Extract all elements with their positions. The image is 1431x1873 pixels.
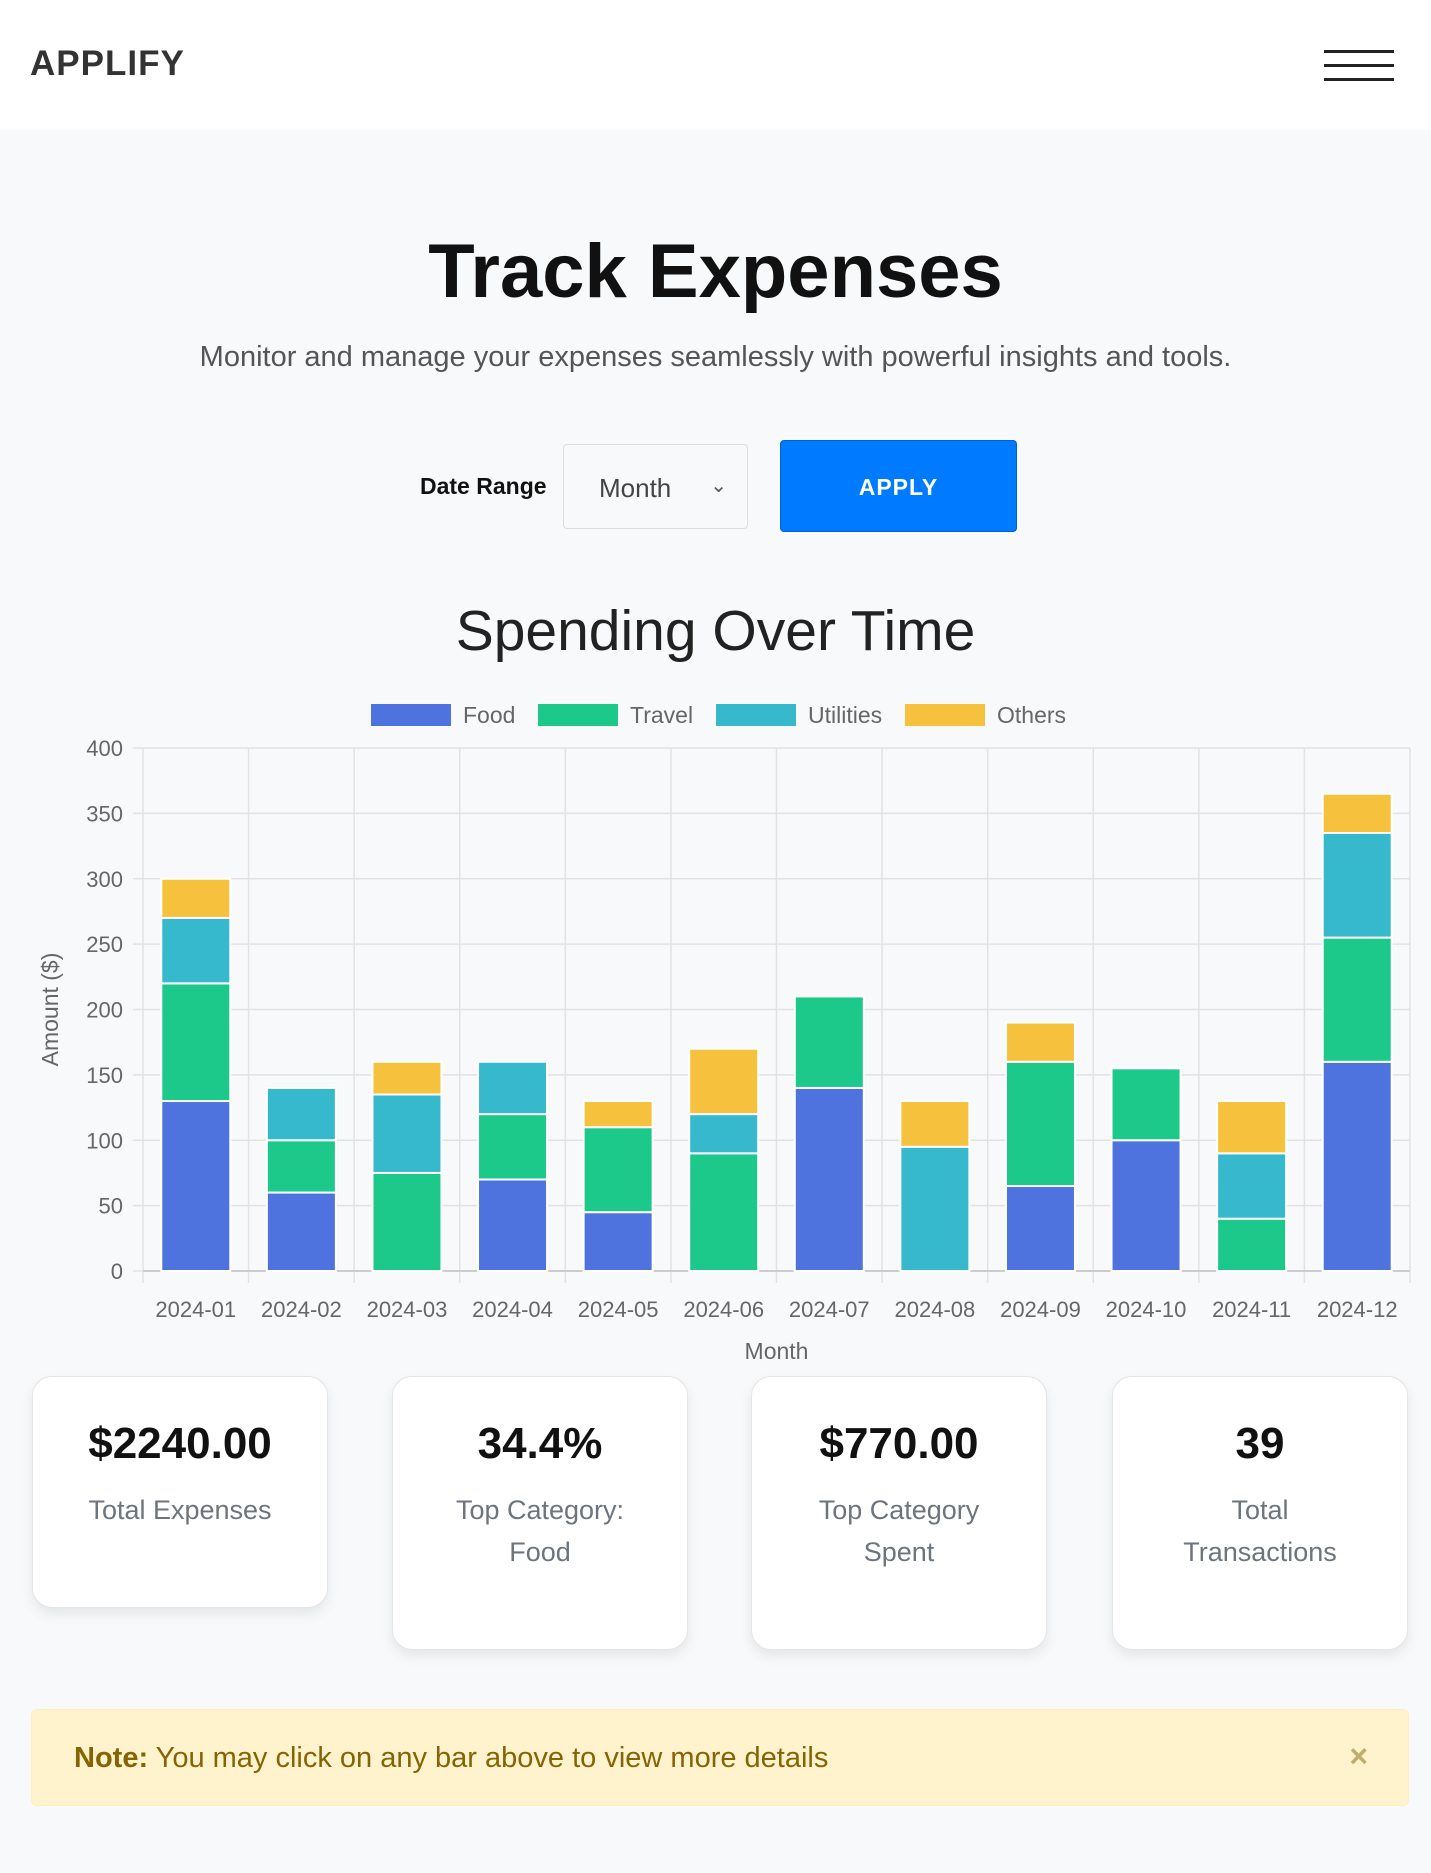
x-tick-label: 2024-12	[1317, 1297, 1398, 1322]
x-tick-label: 2024-04	[472, 1297, 553, 1322]
y-tick-label: 250	[86, 932, 123, 957]
bar-food-2024-01[interactable]	[160, 1100, 232, 1272]
legend-label[interactable]: Others	[997, 702, 1066, 728]
bar-others-2024-05[interactable]	[582, 1100, 654, 1129]
bar-travel-2024-02[interactable]	[265, 1139, 337, 1194]
stat-value: 39	[1235, 1419, 1285, 1468]
stat-value: $770.00	[819, 1419, 979, 1468]
x-axis-title: Month	[745, 1338, 809, 1364]
date-range-select[interactable]: Month ⌄	[563, 444, 748, 529]
y-tick-label: 0	[111, 1259, 123, 1284]
y-tick-label: 100	[86, 1128, 123, 1153]
bar-utilities-2024-03[interactable]	[371, 1093, 443, 1174]
date-range-value: Month	[599, 473, 672, 503]
bar-food-2024-09[interactable]	[1004, 1185, 1076, 1273]
x-tick-label: 2024-08	[895, 1297, 976, 1322]
bar-utilities-2024-08[interactable]	[899, 1145, 971, 1273]
bar-others-2024-01[interactable]	[160, 877, 232, 919]
hamburger-menu-icon[interactable]	[1324, 48, 1394, 82]
y-axis-title: Amount ($)	[37, 953, 63, 1067]
bar-food-2024-02[interactable]	[265, 1191, 337, 1272]
legend-swatch-utilities[interactable]	[716, 704, 796, 726]
bar-utilities-2024-01[interactable]	[160, 916, 232, 985]
bar-food-2024-07[interactable]	[793, 1086, 865, 1273]
header: APPLIFY	[0, 0, 1431, 130]
bar-others-2024-08[interactable]	[899, 1100, 971, 1148]
page-title: Track Expenses	[428, 229, 1003, 314]
y-tick-label: 150	[86, 1063, 123, 1088]
bar-travel-2024-10[interactable]	[1110, 1067, 1182, 1142]
bar-travel-2024-01[interactable]	[160, 982, 232, 1103]
logo[interactable]: APPLIFY	[30, 44, 185, 83]
stat-card: $770.00 Top Category Spent	[751, 1376, 1047, 1650]
x-tick-label: 2024-03	[367, 1297, 448, 1322]
bar-travel-2024-07[interactable]	[793, 995, 865, 1089]
y-tick-label: 350	[86, 801, 123, 826]
legend-swatch-others[interactable]	[905, 704, 985, 726]
legend-swatch-travel[interactable]	[538, 704, 618, 726]
x-tick-label: 2024-05	[578, 1297, 659, 1322]
bar-travel-2024-03[interactable]	[371, 1171, 443, 1272]
stat-card: 34.4% Top Category: Food	[392, 1376, 688, 1650]
legend-label[interactable]: Utilities	[808, 702, 882, 728]
bar-others-2024-06[interactable]	[688, 1047, 760, 1116]
y-tick-label: 400	[86, 736, 123, 761]
x-tick-label: 2024-09	[1000, 1297, 1081, 1322]
bar-others-2024-03[interactable]	[371, 1060, 443, 1096]
bar-travel-2024-11[interactable]	[1216, 1217, 1288, 1273]
bar-others-2024-09[interactable]	[1004, 1021, 1076, 1063]
x-tick-label: 2024-10	[1106, 1297, 1187, 1322]
bar-travel-2024-04[interactable]	[477, 1113, 549, 1181]
bar-utilities-2024-04[interactable]	[477, 1060, 549, 1116]
bar-utilities-2024-11[interactable]	[1216, 1152, 1288, 1220]
bar-food-2024-04[interactable]	[477, 1178, 549, 1273]
bar-travel-2024-12[interactable]	[1321, 936, 1393, 1063]
bar-others-2024-12[interactable]	[1321, 792, 1393, 834]
note-bold: Note:	[74, 1742, 149, 1774]
y-tick-label: 50	[99, 1194, 123, 1219]
x-tick-label: 2024-02	[261, 1297, 342, 1322]
apply-button[interactable]: APPLY	[780, 440, 1017, 532]
stat-value: $2240.00	[88, 1419, 272, 1468]
x-tick-label: 2024-11	[1212, 1297, 1291, 1322]
bar-travel-2024-06[interactable]	[688, 1152, 760, 1273]
stat-card: 39 Total Transactions	[1112, 1376, 1408, 1650]
chart-title: Spending Over Time	[455, 599, 976, 663]
bar-food-2024-10[interactable]	[1110, 1139, 1182, 1272]
bar-travel-2024-09[interactable]	[1004, 1060, 1076, 1188]
legend-swatch-food[interactable]	[371, 704, 451, 726]
y-tick-label: 200	[86, 998, 123, 1023]
note-text: You may click on any bar above to view m…	[148, 1742, 829, 1774]
bar-travel-2024-05[interactable]	[582, 1126, 654, 1214]
bar-utilities-2024-12[interactable]	[1321, 831, 1393, 939]
stat-value: 34.4%	[477, 1419, 603, 1468]
x-tick-label: 2024-07	[789, 1297, 870, 1322]
stat-label: Total Expenses	[88, 1495, 272, 1525]
stat-label: Top Category: Food	[455, 1495, 625, 1567]
chevron-down-icon: ⌄	[710, 475, 727, 497]
legend-label[interactable]: Food	[463, 702, 515, 728]
x-tick-label: 2024-06	[683, 1297, 764, 1322]
stat-label: Top Category Spent	[818, 1495, 980, 1567]
y-tick-label: 300	[86, 867, 123, 892]
bar-food-2024-05[interactable]	[582, 1211, 654, 1272]
page-subtitle: Monitor and manage your expenses seamles…	[199, 341, 1232, 373]
x-tick-label: 2024-01	[155, 1297, 236, 1322]
close-icon[interactable]: ×	[1349, 1738, 1368, 1774]
bar-food-2024-12[interactable]	[1321, 1060, 1393, 1272]
stat-card: $2240.00 Total Expenses	[32, 1376, 328, 1608]
bar-utilities-2024-06[interactable]	[688, 1113, 760, 1155]
date-range-label: Date Range	[420, 473, 547, 499]
bar-utilities-2024-02[interactable]	[265, 1086, 337, 1142]
spending-chart: 0 50 100 150 200 250 300 350 400 2024-01 2024-02 20…	[37, 702, 1411, 1364]
note-alert: Note: You may click on any bar above to …	[31, 1709, 1409, 1806]
stat-label: Total Transactions	[1183, 1495, 1337, 1567]
bar-others-2024-11[interactable]	[1216, 1100, 1288, 1155]
legend-label[interactable]: Travel	[630, 702, 693, 728]
